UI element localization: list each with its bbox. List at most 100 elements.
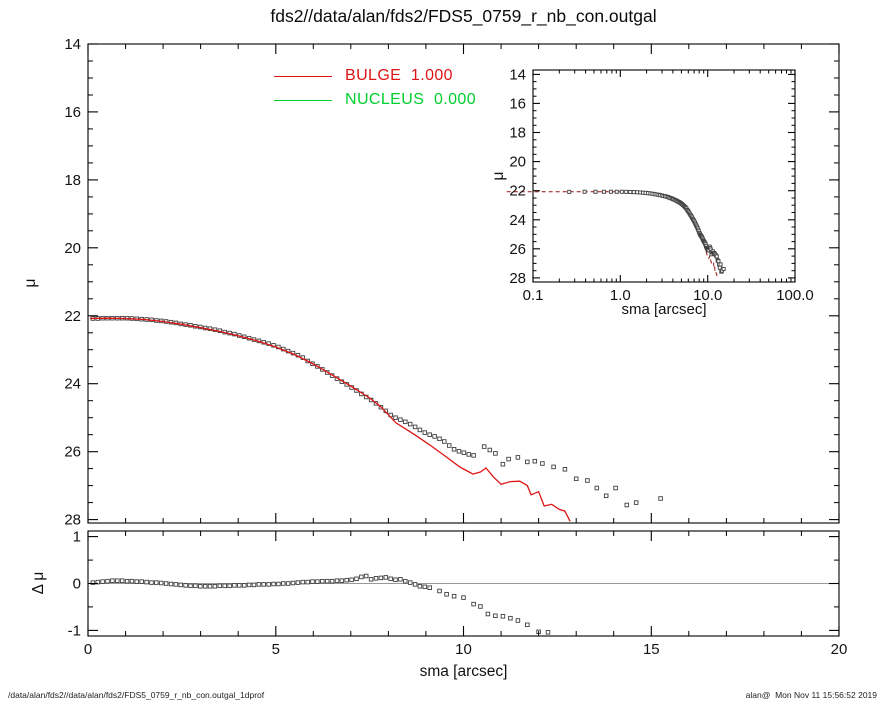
residual-marker — [222, 583, 227, 589]
observed-marker — [466, 452, 472, 457]
observed-marker — [432, 434, 437, 439]
inset-x-tick-label: 1.0 — [610, 287, 631, 304]
observed-marker — [658, 496, 663, 501]
residual-marker — [320, 578, 325, 584]
panel-inset: 0.1 1.0 10.0 100.0 14 16 18 20 22 24 26 28 — [506, 66, 814, 304]
observed-marker — [422, 430, 428, 435]
inset-y-tick-label: 24 — [509, 212, 526, 229]
residual-marker — [183, 583, 188, 588]
residual-marker — [271, 581, 276, 587]
observed-marker — [437, 436, 442, 442]
observed-marker — [493, 451, 498, 456]
residual-marker — [508, 615, 513, 621]
residual-y-tick-label: -1 — [68, 622, 81, 639]
inset-y-tick-label: 18 — [509, 125, 526, 142]
residual-marker — [261, 582, 266, 587]
residual-marker — [246, 582, 252, 588]
residual-marker — [525, 622, 530, 628]
residual-marker — [237, 583, 242, 588]
residual-marker — [285, 581, 291, 586]
residual-marker — [198, 584, 203, 589]
residual-marker — [334, 578, 340, 583]
observed-marker — [562, 467, 568, 472]
inset-x-tick-label: 10.0 — [693, 287, 722, 304]
observed-marker — [471, 453, 476, 458]
residual-marker — [158, 580, 164, 586]
residual-marker — [115, 578, 120, 583]
page-title: fds2//data/alan/fds2/FDS5_0759_r_nb_con.… — [270, 6, 657, 26]
main-y-tick-label: 16 — [64, 104, 81, 121]
observed-marker — [500, 461, 506, 467]
inset-observed-marker — [718, 262, 723, 267]
main-y-tick-label: 24 — [64, 376, 81, 393]
residual-marker — [241, 583, 247, 588]
residual-marker — [493, 613, 498, 619]
observed-marker — [532, 458, 538, 464]
residual-marker — [393, 577, 398, 583]
observed-marker — [412, 424, 418, 430]
inset-observed-marker — [582, 189, 587, 194]
legend-item-nucleus: NUCLEUS 0.000 — [274, 88, 476, 112]
observed-marker — [461, 450, 467, 455]
residual-marker — [212, 584, 218, 589]
inset-y-tick-label: 14 — [509, 66, 526, 83]
main-y-tick-label: 22 — [64, 308, 81, 325]
inset-observed-marker — [593, 189, 598, 194]
residual-marker — [90, 580, 96, 585]
observed-marker — [427, 432, 432, 437]
observed-marker — [585, 478, 590, 483]
main-y-tick-label: 14 — [64, 36, 81, 53]
observed-marker — [398, 417, 403, 422]
residual-marker — [545, 630, 551, 635]
residual-marker — [305, 579, 310, 585]
residual-x-tick-label: 15 — [643, 641, 660, 658]
residual-marker — [217, 583, 223, 589]
residual-marker — [193, 583, 198, 589]
main-y-axis-label: μ — [22, 278, 39, 288]
inset-x-tick-label: 100.0 — [776, 287, 814, 304]
residual-marker — [485, 611, 491, 617]
residual-marker — [105, 578, 110, 584]
residual-marker — [437, 588, 442, 594]
inset-x-axis-label: sma [arcsec] — [621, 301, 707, 318]
main-y-tick-label: 26 — [64, 444, 81, 461]
residual-marker — [500, 614, 506, 619]
residual-marker — [344, 577, 349, 583]
observed-marker — [594, 485, 600, 491]
residual-marker — [134, 579, 140, 584]
footer-file-path: /data/alan/fds2//data/alan/fds2/FDS5_075… — [8, 690, 265, 700]
observed-marker — [456, 449, 462, 454]
residual-marker — [417, 584, 423, 589]
observed-marker — [515, 455, 521, 460]
inset-observed-marker — [624, 189, 629, 194]
residual-marker — [478, 604, 483, 609]
panel-main: 14 16 18 20 22 24 26 28 — [64, 36, 840, 529]
residual-y-axis-label: Δ μ — [30, 571, 47, 595]
residual-y-tick-label: 0 — [73, 576, 81, 593]
residual-marker — [412, 582, 418, 587]
residual-marker — [461, 595, 466, 600]
residual-marker — [329, 578, 335, 584]
residual-marker — [149, 580, 154, 585]
inset-y-tick-label: 16 — [509, 95, 526, 112]
inset-observed-marker — [608, 189, 613, 194]
observed-marker — [407, 421, 413, 427]
residual-marker — [100, 579, 105, 584]
residual-marker — [403, 578, 408, 584]
residual-marker — [188, 583, 193, 589]
observed-marker — [487, 447, 493, 453]
residual-marker — [515, 618, 521, 623]
residual-y-tick-label: 1 — [73, 529, 81, 546]
legend-item-bulge: BULGE 1.000 — [274, 64, 476, 88]
residual-marker — [173, 582, 179, 587]
main-y-tick-label: 28 — [64, 512, 81, 529]
x-axis-label: sma [arcsec] — [419, 663, 508, 680]
residual-marker — [422, 584, 428, 590]
residual-marker — [300, 579, 306, 585]
inset-observed-marker — [619, 189, 624, 194]
residual-marker — [232, 583, 237, 588]
observed-marker — [624, 502, 630, 508]
